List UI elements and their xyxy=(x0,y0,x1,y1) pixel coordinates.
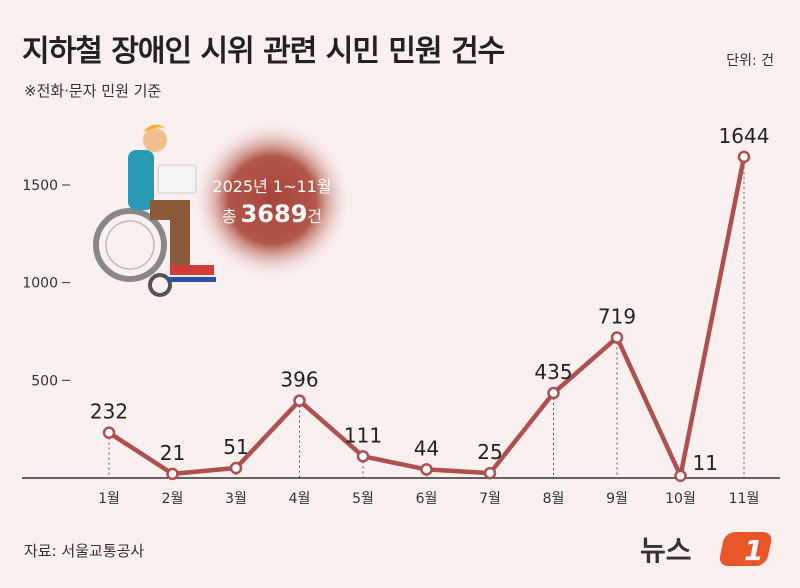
data-point xyxy=(356,450,370,463)
data-label: 25 xyxy=(477,440,502,464)
data-point xyxy=(166,467,179,481)
data-label: 1644 xyxy=(719,124,770,148)
source-note: 자료: 서울교통공사 xyxy=(24,542,145,560)
data-label: 435 xyxy=(534,360,572,384)
y-tick-label: 1500 xyxy=(22,178,58,194)
x-tick-label: 8월 xyxy=(543,491,565,507)
x-tick-label: 3월 xyxy=(225,491,247,507)
data-point xyxy=(610,331,624,344)
data-point xyxy=(737,150,751,164)
data-point xyxy=(483,466,497,480)
data-label: 51 xyxy=(223,435,248,459)
data-label: 232 xyxy=(90,400,128,424)
x-tick-label: 7월 xyxy=(479,491,501,507)
data-point xyxy=(293,394,306,407)
news1-logo: 뉴스 1 xyxy=(640,532,772,567)
callout-bubble: 2025년 1~11월 총 3689건 xyxy=(192,120,352,280)
x-tick-label: 6월 xyxy=(416,491,438,507)
x-tick-label: 4월 xyxy=(289,491,311,507)
data-point xyxy=(547,386,560,400)
data-label: 719 xyxy=(598,305,636,329)
data-point xyxy=(229,461,243,475)
x-tick-label: 5월 xyxy=(352,491,374,507)
y-tick-label: 500 xyxy=(31,373,58,389)
x-tick-label: 9월 xyxy=(606,491,628,507)
data-label: 111 xyxy=(344,423,382,447)
data-point xyxy=(102,426,116,439)
x-tick-label: 10월 xyxy=(665,491,696,507)
x-tick-label: 11월 xyxy=(729,491,760,507)
data-label: 11 xyxy=(693,451,718,475)
callout-total: 총 3689건 xyxy=(222,200,322,228)
x-tick-label: 2월 xyxy=(162,491,184,507)
unit-label: 단위: 건 xyxy=(726,53,774,69)
chart-subtitle: ※전화·문자 민원 기준 xyxy=(24,82,162,100)
wheelchair-person-illustration xyxy=(93,124,216,297)
svg-text:뉴스: 뉴스 xyxy=(640,534,692,567)
svg-text:1: 1 xyxy=(744,534,763,567)
data-point xyxy=(420,463,433,476)
data-label: 21 xyxy=(160,441,185,465)
data-point xyxy=(674,469,687,483)
x-tick-label: 1월 xyxy=(98,491,120,507)
data-label: 396 xyxy=(280,368,318,392)
chart-title: 지하철 장애인 시위 관련 시민 민원 건수 xyxy=(22,34,505,69)
data-label: 44 xyxy=(414,436,439,460)
y-tick-label: 1000 xyxy=(22,276,58,292)
callout-period: 2025년 1~11월 xyxy=(212,177,331,196)
